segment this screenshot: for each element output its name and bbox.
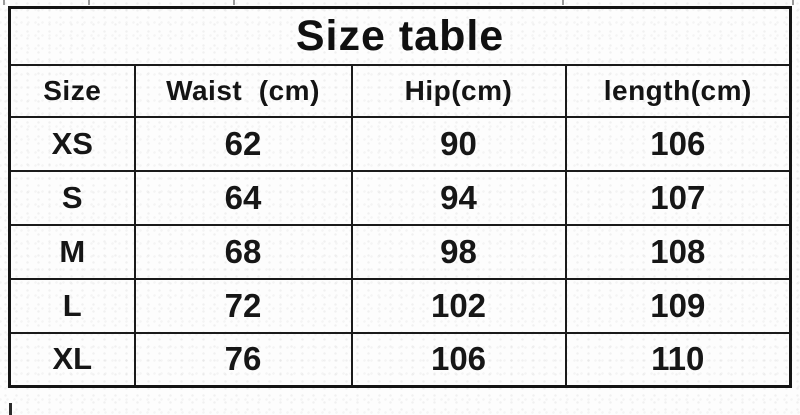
col-header-length: length(cm) — [564, 63, 792, 118]
table-row-xs: XS 62 90 106 — [8, 115, 792, 172]
col-header-size: Size — [8, 63, 136, 118]
table-title-row: Size table — [8, 6, 792, 66]
cell-length: 110 — [564, 331, 792, 388]
col-header-hip: Hip(cm) — [350, 63, 567, 118]
cell-waist: 62 — [133, 115, 353, 172]
table-header-row: Size Waist (cm) Hip(cm) length(cm) — [8, 63, 792, 118]
crop-artifact-tick — [562, 0, 564, 5]
cell-waist: 68 — [133, 223, 353, 280]
cell-length: 108 — [564, 223, 792, 280]
table-row-l: L 72 102 109 — [8, 277, 792, 334]
cell-size: XS — [8, 115, 136, 172]
cell-hip: 106 — [350, 331, 567, 388]
col-header-waist: Waist (cm) — [133, 63, 353, 118]
cell-length: 107 — [564, 169, 792, 226]
cell-hip: 90 — [350, 115, 567, 172]
crop-artifact-tick — [792, 0, 794, 5]
crop-artifact-tick — [88, 0, 90, 5]
cell-length: 106 — [564, 115, 792, 172]
cell-size: M — [8, 223, 136, 280]
cell-length: 109 — [564, 277, 792, 334]
cell-waist: 76 — [133, 331, 353, 388]
cell-hip: 98 — [350, 223, 567, 280]
table-row-s: S 64 94 107 — [8, 169, 792, 226]
cell-size: L — [8, 277, 136, 334]
cell-size: XL — [8, 331, 136, 388]
size-table: Size table Size Waist (cm) Hip(cm) lengt… — [8, 6, 793, 388]
cell-size: S — [8, 169, 136, 226]
cell-hip: 102 — [350, 277, 567, 334]
table-title: Size table — [8, 6, 792, 66]
crop-artifact-border-stub — [9, 403, 12, 415]
cell-waist: 64 — [133, 169, 353, 226]
table-row-xl: XL 76 106 110 — [8, 331, 792, 388]
cell-waist: 72 — [133, 277, 353, 334]
crop-artifact-tick — [233, 0, 235, 5]
table-row-m: M 68 98 108 — [8, 223, 792, 280]
crop-artifact-tick — [3, 0, 5, 5]
cell-hip: 94 — [350, 169, 567, 226]
